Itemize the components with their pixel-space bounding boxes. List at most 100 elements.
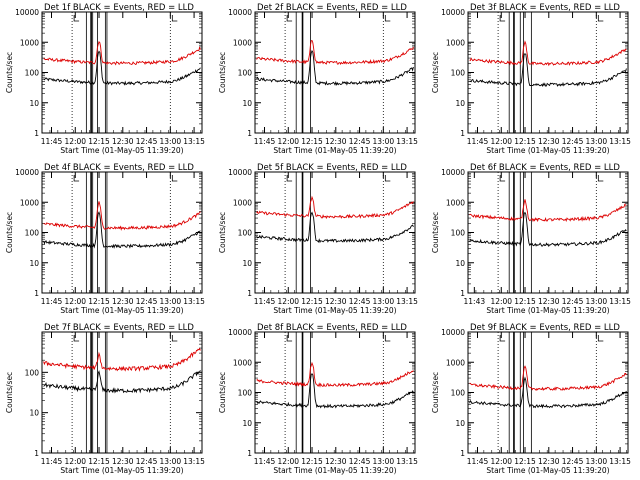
series-events-line — [469, 211, 627, 248]
x-tick-label: 13:00 — [160, 137, 182, 146]
x-tick-label: 12:00 — [277, 297, 299, 306]
x-tick-label: 13:15 — [609, 137, 631, 146]
y-tick-label: 1 — [34, 129, 39, 138]
series-lld-line — [43, 347, 201, 372]
x-axis-label: Start Time (01-May-05 11:39:20) — [60, 306, 183, 315]
chart-panel-1: Det 1f BLACK = Events, RED = LLD 1 10 100 10… — [5, 3, 205, 155]
plot-frame — [41, 331, 203, 454]
x-tick-label: 12:15 — [301, 297, 323, 306]
y-axis-label: Counts/sec — [431, 52, 440, 93]
x-tick-label: 13:15 — [609, 457, 631, 466]
chart-title: Det 8f BLACK = Events, RED = LLD — [257, 323, 407, 333]
x-tick-label: 12:00 — [490, 137, 512, 146]
corner-marker — [286, 15, 293, 22]
chart-panel-8: Det 8f BLACK = Events, RED = LLD 1 10 100 10… — [218, 323, 418, 475]
x-tick-label: 13:15 — [183, 457, 205, 466]
x-axis-label: Start Time (01-May-05 11:39:20) — [273, 306, 396, 315]
x-tick-label: 12:30 — [112, 297, 134, 306]
x-tick-label: 12:45 — [562, 457, 584, 466]
y-tick-label: 10000 — [228, 8, 252, 17]
y-tick-label: 10000 — [441, 328, 465, 337]
y-tick-label: 1 — [247, 129, 252, 138]
x-tick-label: 13:00 — [160, 297, 182, 306]
x-tick-label: 13:15 — [396, 297, 418, 306]
series-lld-line — [256, 361, 414, 388]
y-tick-label: 100 — [238, 229, 253, 238]
x-tick-label: 13:00 — [373, 137, 395, 146]
series-lld-line — [256, 39, 414, 65]
x-tick-label: 12:00 — [490, 457, 512, 466]
series-lld-line — [43, 201, 201, 231]
y-tick-label: 10 — [29, 409, 39, 418]
y-tick-label: 100 — [451, 389, 466, 398]
x-tick-label: 13:15 — [183, 137, 205, 146]
x-tick-label: 11:45 — [467, 137, 489, 146]
x-axis-label: Start Time (01-May-05 11:39:20) — [60, 466, 183, 475]
x-tick-label: 13:15 — [396, 137, 418, 146]
corner-marker — [73, 335, 80, 342]
y-axis-label: Counts/sec — [431, 212, 440, 253]
x-tick-label: 12:45 — [562, 297, 584, 306]
corner-marker — [171, 15, 178, 22]
y-tick-label: 1000 — [20, 38, 39, 47]
corner-marker — [73, 175, 80, 182]
x-tick-label: 11:45 — [254, 457, 276, 466]
y-tick-label: 1 — [247, 449, 252, 458]
x-tick-label: 12:45 — [349, 457, 371, 466]
corner-marker — [171, 175, 178, 182]
plot-frame — [41, 11, 203, 134]
x-tick-label: 11:45 — [41, 457, 63, 466]
x-tick-label: 12:15 — [88, 297, 110, 306]
y-tick-label: 1000 — [20, 198, 39, 207]
x-tick-label: 12:00 — [490, 297, 512, 306]
x-tick-label: 12:00 — [277, 457, 299, 466]
y-tick-label: 1 — [460, 449, 465, 458]
y-tick-label: 10000 — [15, 168, 39, 177]
y-tick-label: 1000 — [233, 198, 252, 207]
y-axis-label: Counts/sec — [5, 52, 14, 93]
y-tick-label: 10000 — [228, 168, 252, 177]
y-tick-label: 1 — [34, 449, 39, 458]
chart-title: Det 3f BLACK = Events, RED = LLD — [470, 3, 620, 13]
x-tick-label: 12:00 — [277, 137, 299, 146]
series-lld-line — [469, 199, 627, 223]
y-tick-label: 100 — [451, 69, 466, 78]
x-tick-label: 12:30 — [538, 457, 560, 466]
y-tick-label: 1 — [460, 129, 465, 138]
corner-marker — [171, 335, 178, 342]
y-tick-label: 1000 — [233, 358, 252, 367]
y-tick-label: 10 — [29, 259, 39, 268]
x-tick-label: 12:00 — [64, 297, 86, 306]
corner-marker — [384, 175, 391, 182]
y-tick-label: 100 — [25, 368, 40, 377]
y-tick-label: 10 — [242, 259, 252, 268]
corner-marker — [73, 15, 80, 22]
y-tick-label: 10 — [455, 99, 465, 108]
x-tick-label: 11:45 — [467, 457, 489, 466]
corner-marker — [286, 175, 293, 182]
y-axis-label: Counts/sec — [218, 212, 227, 253]
chart-panel-2: Det 2f BLACK = Events, RED = LLD 1 10 100 10… — [218, 3, 418, 155]
corner-marker — [384, 15, 391, 22]
y-axis-label: Counts/sec — [431, 372, 440, 413]
x-tick-label: 12:30 — [325, 297, 347, 306]
x-tick-label: 13:00 — [373, 297, 395, 306]
plot-frame — [41, 171, 203, 294]
series-lld-line — [469, 365, 627, 392]
chart-title: Det 9f BLACK = Events, RED = LLD — [470, 323, 620, 333]
y-tick-label: 100 — [451, 229, 466, 238]
x-tick-label: 12:45 — [136, 137, 158, 146]
x-tick-label: 12:45 — [349, 297, 371, 306]
chart-title: Det 4f BLACK = Events, RED = LLD — [44, 163, 194, 173]
chart-panel-5: Det 5f BLACK = Events, RED = LLD 1 10 100 10… — [218, 163, 418, 315]
y-tick-label: 10 — [242, 419, 252, 428]
series-events-line — [469, 376, 627, 409]
chart-title: Det 2f BLACK = Events, RED = LLD — [257, 3, 407, 13]
x-tick-label: 12:00 — [64, 457, 86, 466]
x-axis-label: Start Time (01-May-05 11:39:20) — [486, 306, 609, 315]
x-axis-label: Start Time (01-May-05 11:39:20) — [486, 146, 609, 155]
corner-marker — [286, 335, 293, 342]
plot-frame — [467, 171, 629, 294]
x-tick-label: 12:30 — [538, 297, 560, 306]
